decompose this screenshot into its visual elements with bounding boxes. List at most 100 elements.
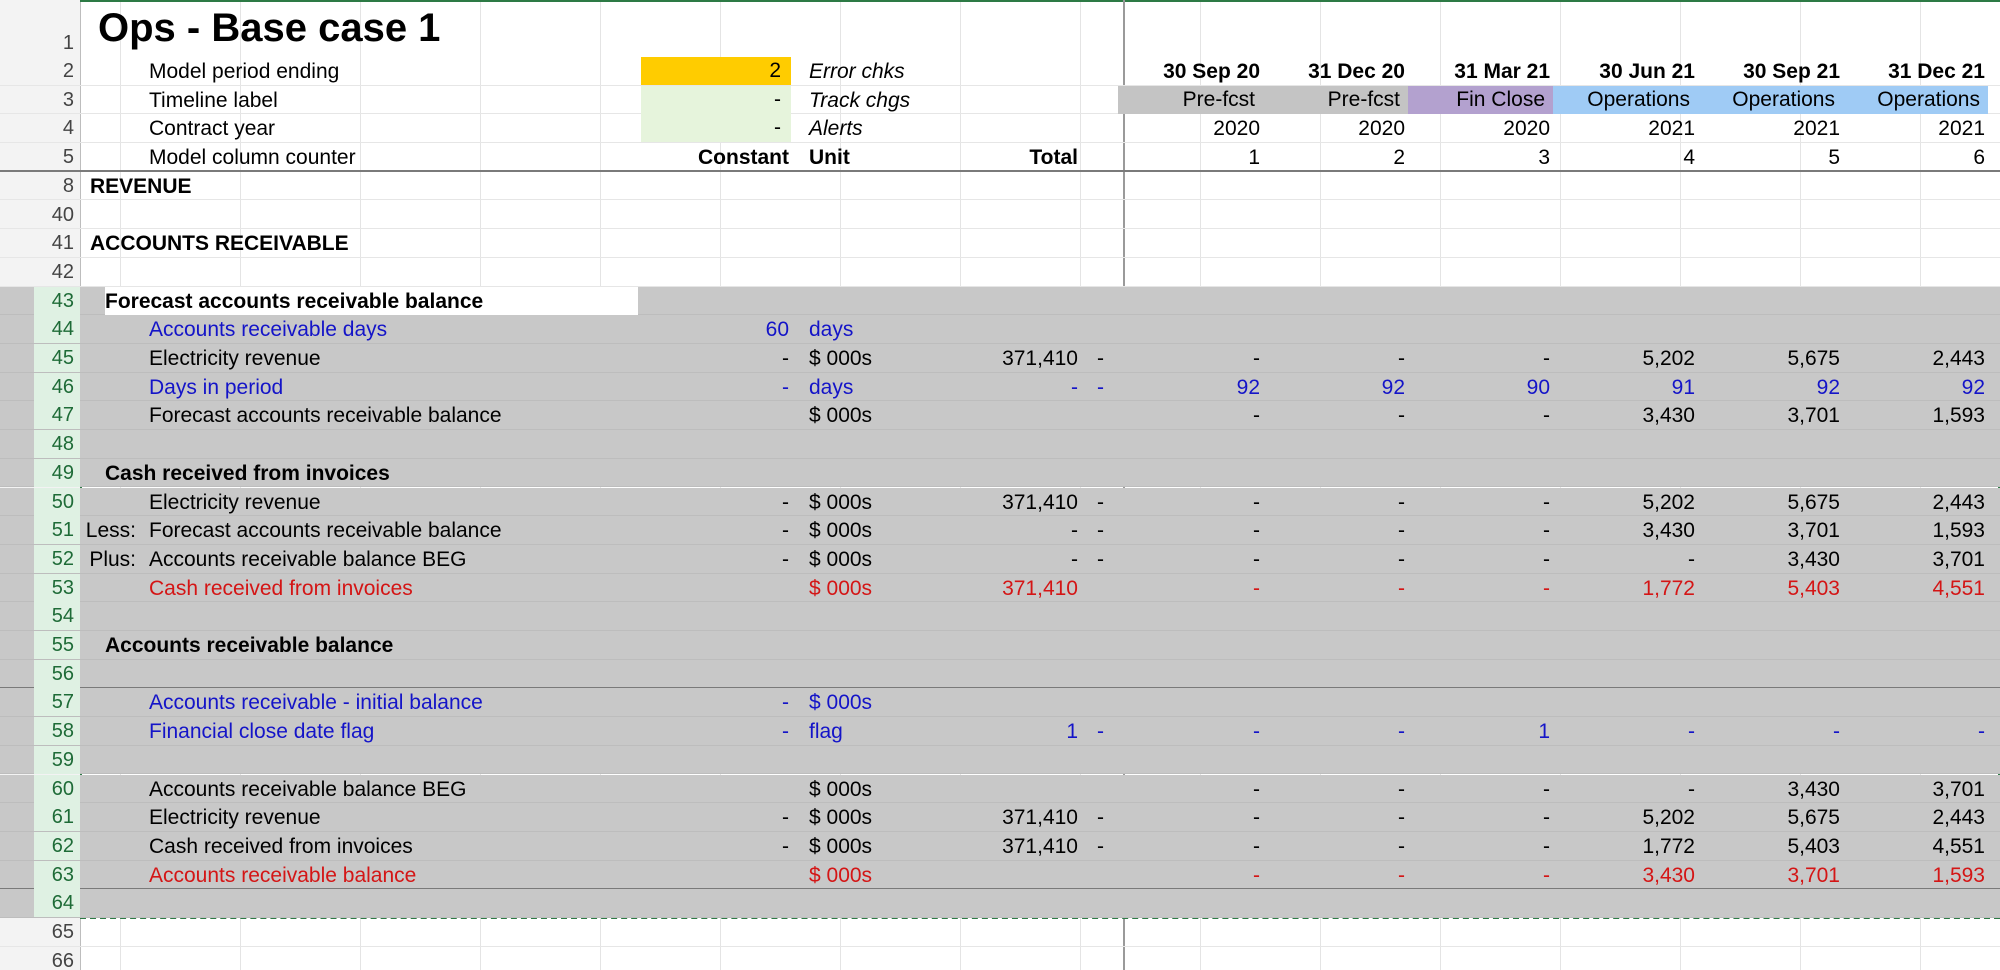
row-57[interactable]: 57 Accounts receivable - initial balance -… xyxy=(0,688,2000,718)
period-value: - xyxy=(1253,404,1260,428)
unit-value: $ 000s xyxy=(809,490,873,514)
line-item-label: Forecast accounts receivable balance xyxy=(149,404,502,428)
unit-header: Unit xyxy=(809,146,850,170)
period-value: 1,593 xyxy=(1932,863,1985,887)
row-54[interactable]: 54 xyxy=(0,602,2000,631)
row-46[interactable]: 46 Days in period - days - -92 92 90 91 92 92 xyxy=(0,372,2000,402)
period-value: - xyxy=(1978,720,1985,744)
line-item-label: Accounts receivable - initial balance xyxy=(149,691,483,715)
row-47[interactable]: 47 Forecast accounts receivable balance $ … xyxy=(0,401,2000,431)
period-value: 3,701 xyxy=(1787,863,1840,887)
row-42[interactable]: 42 xyxy=(0,258,2000,287)
row-48[interactable]: 48 xyxy=(0,430,2000,459)
row-45[interactable]: 45 Electricity revenue - $ 000s 371,410- - - -5… xyxy=(0,344,2000,373)
row-64[interactable]: 64 xyxy=(0,889,2000,918)
contract-year: 2021 xyxy=(1793,117,1840,141)
period-date: 30 Jun 21 xyxy=(1599,60,1695,83)
period-value: - xyxy=(1543,547,1550,571)
section-heading: REVENUE xyxy=(90,174,192,198)
row-number: 56 xyxy=(34,659,80,688)
row-number: 4 xyxy=(62,117,74,140)
row-number: 44 xyxy=(34,315,80,344)
check-dash: - xyxy=(1097,519,1104,543)
period-value: - xyxy=(1398,519,1405,543)
row-49[interactable]: 49 Cash received from invoices xyxy=(0,458,2000,488)
row-59[interactable]: 59 xyxy=(0,745,2000,775)
period-value: 1,772 xyxy=(1642,576,1695,600)
period-value: 5,202 xyxy=(1642,347,1695,370)
row-62[interactable]: 62 Cash received from invoices - $ 000s 371,… xyxy=(0,831,2000,861)
row-number: 8 xyxy=(62,174,74,197)
period-value: 1,772 xyxy=(1642,834,1695,858)
row-40[interactable]: 40 xyxy=(0,201,2000,230)
unit-value: $ 000s xyxy=(809,806,873,830)
row-56[interactable]: 56 xyxy=(0,659,2000,689)
period-value: - xyxy=(1543,404,1550,428)
unit-value: $ 000s xyxy=(809,834,873,858)
line-item-label: Cash received from invoices xyxy=(149,576,413,600)
header-row-2[interactable]: 2 Model period ending 2 Error chks 30 Sep 20… xyxy=(0,57,2000,86)
row-number: 41 xyxy=(51,232,74,255)
line-item-label: Accounts receivable balance xyxy=(149,863,417,887)
check-dash: - xyxy=(1097,806,1104,830)
row-prefix: Less: xyxy=(85,519,136,543)
total-value: 371,410 xyxy=(1002,490,1078,514)
period-value: - xyxy=(1398,547,1405,571)
period-value: 3,701 xyxy=(1932,547,1985,571)
row-61[interactable]: 61 Electricity revenue - $ 000s 371,410- - - -5… xyxy=(0,803,2000,832)
header-label: Model column counter xyxy=(149,146,356,170)
row-number: 53 xyxy=(34,573,80,602)
period-value: 5,202 xyxy=(1642,490,1695,514)
row-65[interactable]: 65 xyxy=(0,918,2000,947)
total-value: 371,410 xyxy=(1002,347,1078,370)
period-value: 4,551 xyxy=(1932,834,1985,858)
period-value: 5,403 xyxy=(1787,834,1840,858)
row-number: 51 xyxy=(34,516,80,545)
active-border xyxy=(80,0,2000,2)
line-item-label: Accounts receivable balance BEG xyxy=(149,777,467,801)
row-66[interactable]: 66 xyxy=(0,947,2000,970)
period-value: - xyxy=(1253,519,1260,543)
input-cell-4[interactable]: - xyxy=(641,114,791,143)
row-50[interactable]: 50 Electricity revenue - $ 000s 371,410- - - -5… xyxy=(0,487,2000,517)
row-43[interactable]: 43 Forecast accounts receivable balance xyxy=(0,286,2000,316)
header-label: Contract year xyxy=(149,117,276,141)
period-value: 2,443 xyxy=(1932,806,1985,830)
row-53[interactable]: 53 Cash received from invoices $ 000s 371,4… xyxy=(0,573,2000,603)
row-52[interactable]: 52 Plus: Accounts receivable balance BEG - $… xyxy=(0,544,2000,574)
row-44[interactable]: 44 Accounts receivable days 60 days xyxy=(0,315,2000,344)
row-63[interactable]: 63 Accounts receivable balance $ 000s - - - 3,… xyxy=(0,860,2000,890)
row-60[interactable]: 60 Accounts receivable balance BEG $ 000s -… xyxy=(0,774,2000,804)
header-label: Model period ending xyxy=(149,60,340,83)
row-41[interactable]: 41 ACCOUNTS RECEIVABLE xyxy=(0,229,2000,258)
timeline-label-tag: Pre-fcst xyxy=(1118,85,1263,114)
column-counter: 3 xyxy=(1538,146,1550,170)
constant-value: - xyxy=(782,547,789,571)
period-value: 92 xyxy=(1236,375,1260,399)
row-8[interactable]: 8 REVENUE xyxy=(0,172,2000,201)
row-58[interactable]: 58 Financial close date flag - flag 1- - -1- - - xyxy=(0,717,2000,746)
line-item-label: Financial close date flag xyxy=(149,720,375,744)
subsection-heading: Cash received from invoices xyxy=(105,461,390,485)
period-value: 92 xyxy=(1961,375,1985,399)
row-55[interactable]: 55 Accounts receivable balance xyxy=(0,631,2000,660)
check-label: Alerts xyxy=(809,117,863,141)
header-row-5[interactable]: 5 Model column counter Constant Unit Total 1 2… xyxy=(0,143,2000,172)
input-cell-2[interactable]: 2 xyxy=(641,57,791,85)
period-value: 90 xyxy=(1526,375,1550,399)
header-row-3[interactable]: 3 Timeline label - Track chgs Pre-fcst Pre-fc… xyxy=(0,85,2000,115)
row-51[interactable]: 51 Less: Forecast accounts receivable bala… xyxy=(0,516,2000,545)
check-dash: - xyxy=(1097,720,1104,744)
period-value: - xyxy=(1253,834,1260,858)
row-1[interactable]: 1 Ops - Base case 1 xyxy=(0,0,2000,57)
period-value: - xyxy=(1543,863,1550,887)
unit-value: $ 000s xyxy=(809,777,873,801)
header-row-4[interactable]: 4 Contract year - Alerts 2020 2020 2020 2021 202… xyxy=(0,114,2000,144)
unit-value: $ 000s xyxy=(809,576,873,600)
input-cell-3[interactable]: - xyxy=(641,85,791,114)
period-value: 5,675 xyxy=(1787,490,1840,514)
section-heading: ACCOUNTS RECEIVABLE xyxy=(90,232,349,256)
row-number: 47 xyxy=(34,401,80,430)
row-number: 48 xyxy=(34,430,80,459)
